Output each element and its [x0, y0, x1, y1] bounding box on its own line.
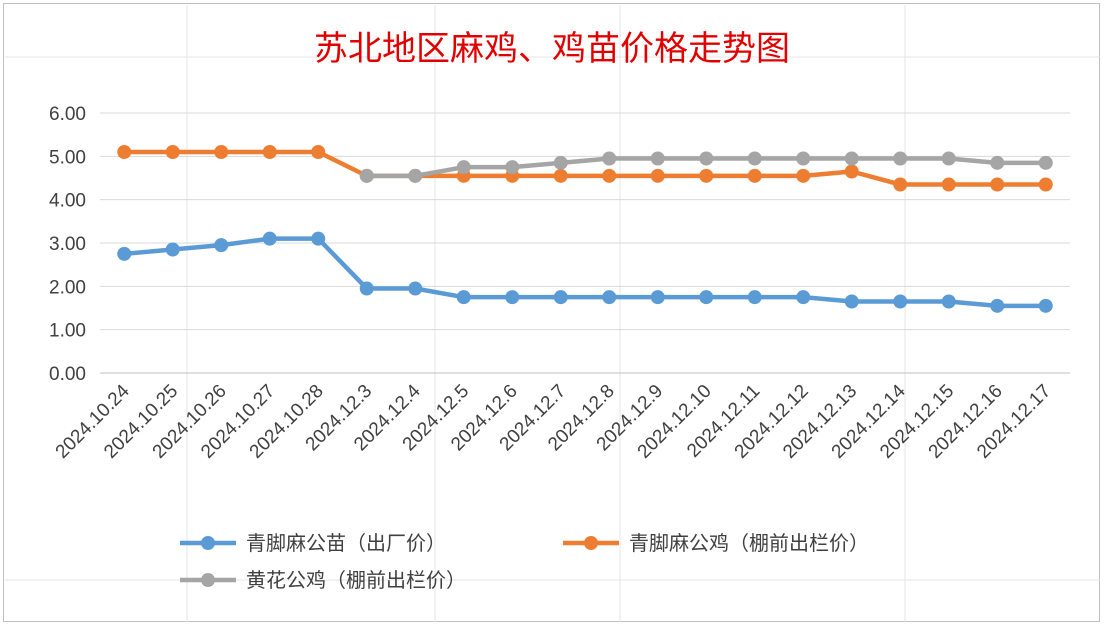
data-point [699, 168, 714, 183]
data-point [990, 155, 1005, 170]
y-tick-label: 6.00 [49, 104, 86, 125]
legend-marker [201, 573, 215, 587]
data-point [650, 151, 665, 166]
y-tick-label: 2.00 [49, 277, 86, 298]
data-point [602, 168, 617, 183]
data-point [893, 294, 908, 309]
data-point [359, 168, 374, 183]
series-1 [117, 231, 1053, 313]
data-point [893, 151, 908, 166]
legend-label: 青脚麻公鸡（棚前出栏价） [629, 531, 869, 555]
series-line [122, 236, 1048, 309]
data-point [699, 290, 714, 305]
data-point [262, 231, 277, 246]
series-group [117, 145, 1053, 313]
data-point [262, 145, 277, 159]
data-point [796, 168, 811, 183]
y-axis-ticks: 0.00 1.00 2.00 3.00 4.00 5.00 6.00 [49, 104, 86, 385]
data-point [553, 168, 568, 183]
data-point [941, 151, 956, 166]
series-3 [359, 151, 1053, 183]
series-line [122, 149, 1048, 187]
data-point [990, 298, 1005, 313]
data-point [747, 168, 762, 183]
legend-label: 青脚麻公苗（出厂价） [246, 531, 446, 555]
legend-item: 青脚麻公苗（出厂价） [180, 531, 446, 555]
data-point [941, 294, 956, 309]
background-lines [5, 5, 1100, 622]
data-point [456, 290, 471, 305]
data-point [165, 145, 180, 159]
data-point [214, 238, 229, 253]
data-point [844, 151, 859, 166]
chart-title: 苏北地区麻鸡、鸡苗价格走势图 [314, 29, 790, 69]
legend-marker [201, 536, 215, 550]
data-point [359, 281, 374, 296]
legend-label: 黄花公鸡（棚前出栏价） [246, 568, 466, 592]
data-point [165, 242, 180, 257]
data-point [844, 294, 859, 309]
data-point [505, 160, 520, 175]
data-point [117, 145, 132, 159]
data-point [311, 231, 326, 246]
data-point [456, 160, 471, 175]
data-point [602, 290, 617, 305]
data-point [893, 177, 908, 192]
data-point [1038, 298, 1053, 313]
data-point [602, 151, 617, 166]
y-tick-label: 5.00 [49, 147, 86, 168]
chart-frame [3, 3, 1100, 622]
y-tick-label: 1.00 [49, 321, 86, 342]
data-point [408, 281, 423, 296]
data-point [747, 290, 762, 305]
data-point [747, 151, 762, 166]
data-point [1038, 177, 1053, 192]
y-tick-label: 3.00 [49, 234, 86, 255]
data-point [311, 145, 326, 159]
y-tick-label: 0.00 [49, 364, 86, 385]
data-point [117, 246, 132, 261]
data-point [990, 177, 1005, 192]
data-point [650, 290, 665, 305]
data-point [650, 168, 665, 183]
series-2 [117, 145, 1053, 192]
legend-item: 黄花公鸡（棚前出栏价） [180, 568, 466, 592]
legend: 青脚麻公苗（出厂价） 青脚麻公鸡（棚前出栏价） 黄花公鸡（棚前出栏价） [180, 531, 869, 592]
data-point [699, 151, 714, 166]
data-point [1038, 155, 1053, 170]
data-point [796, 151, 811, 166]
legend-item: 青脚麻公鸡（棚前出栏价） [563, 531, 869, 555]
y-tick-label: 4.00 [49, 191, 86, 212]
data-point [941, 177, 956, 192]
data-point [214, 145, 229, 159]
data-point [796, 290, 811, 305]
data-point [553, 155, 568, 170]
data-point [553, 290, 568, 305]
data-point [844, 164, 859, 179]
data-point [505, 290, 520, 305]
data-point [408, 168, 423, 183]
legend-marker [584, 536, 598, 550]
